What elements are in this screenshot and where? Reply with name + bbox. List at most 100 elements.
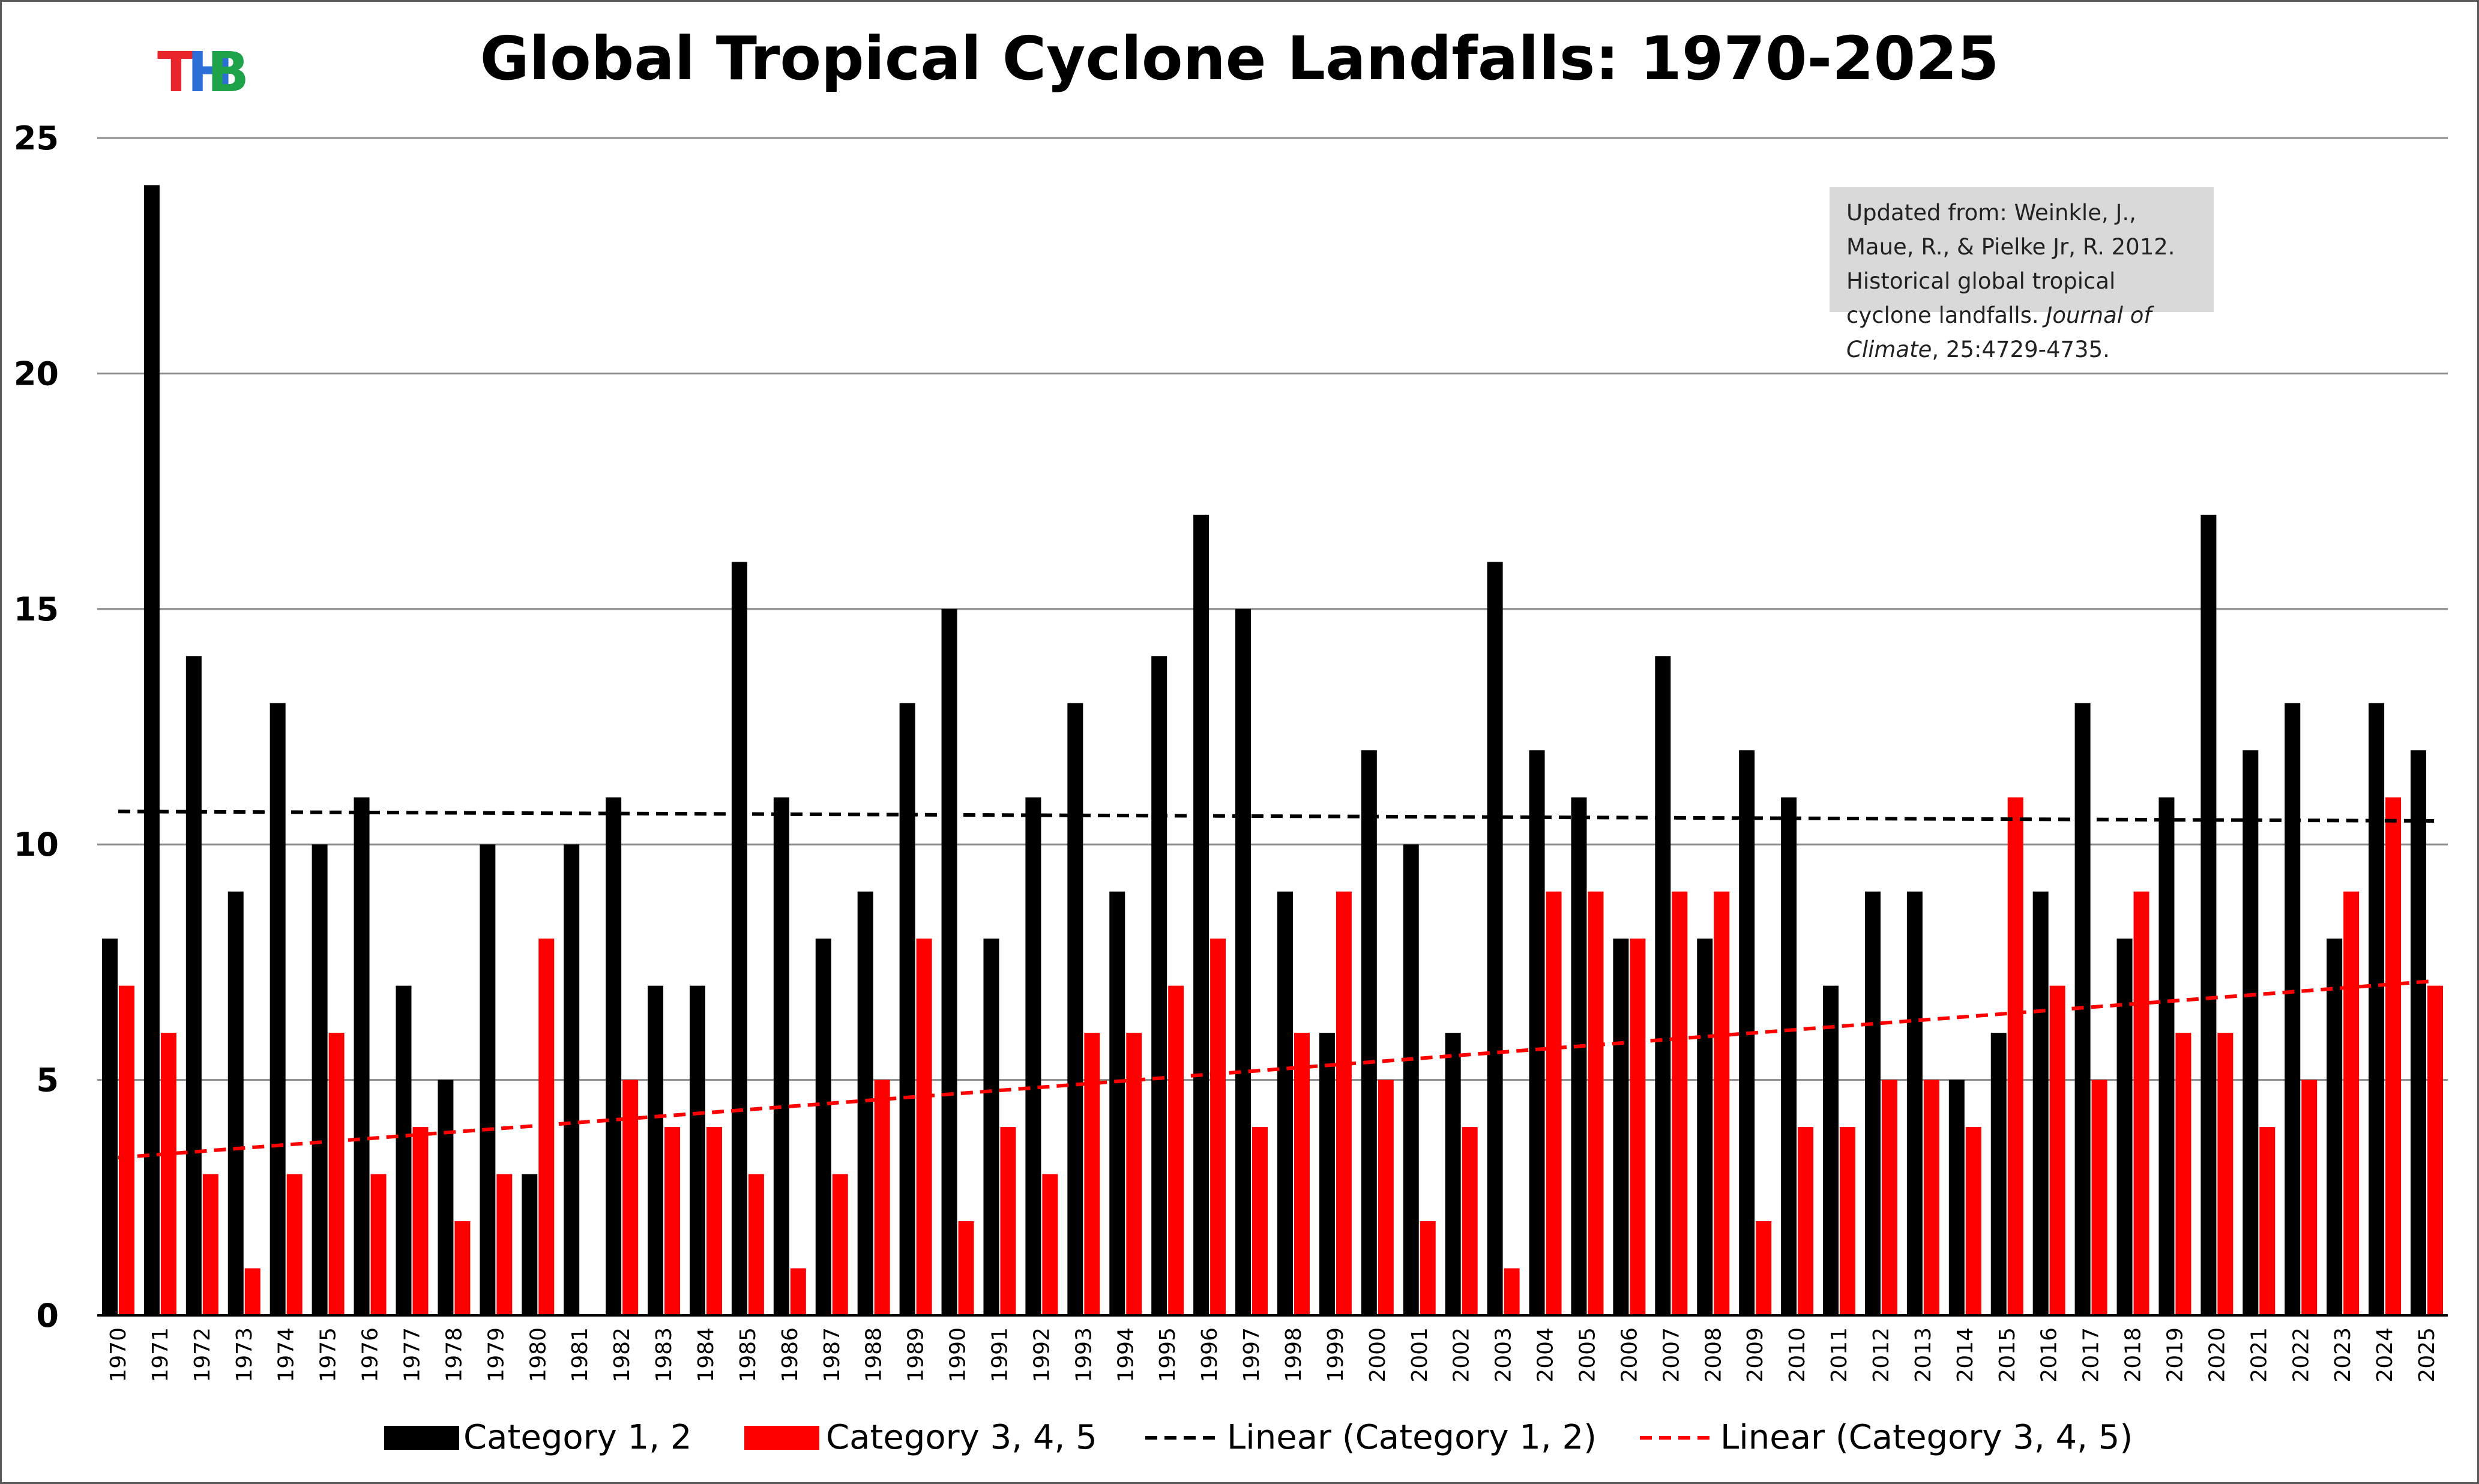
legend-swatch-category-3-4-5 [744,1426,819,1450]
bar-category-1-2 [270,703,286,1315]
x-tick-label: 1996 [1197,1327,1222,1383]
bar-category-1-2 [480,844,496,1315]
bar-category-1-2 [143,185,160,1316]
x-tick-label: 1981 [568,1327,592,1383]
bar-category-3-4-5 [2217,1033,2234,1315]
x-tick-label: 2000 [1366,1327,1390,1383]
legend-label-category-1-2: Category 1, 2 [463,1418,691,1457]
bar-category-1-2 [648,985,664,1315]
citation-journal: Journal of Climate [1846,302,2152,362]
x-tick-label: 1997 [1240,1327,1264,1383]
x-tick-label: 2016 [2037,1327,2062,1383]
x-tick-label: 2011 [1827,1327,1852,1383]
x-tick-label: 2023 [2331,1327,2355,1383]
x-tick-label: 2025 [2415,1327,2439,1383]
bar-category-1-2 [2243,750,2259,1315]
x-tick-label: 2006 [1617,1327,1642,1383]
bar-category-3-4-5 [454,1221,471,1315]
x-tick-label: 1973 [232,1327,257,1383]
bar-category-1-2 [773,797,789,1315]
bar-category-3-4-5 [1084,1033,1100,1315]
bar-category-1-2 [1403,844,1419,1315]
bar-category-3-4-5 [2301,1080,2318,1315]
logo-letter-b: B [207,40,249,104]
bar-category-1-2 [1319,1033,1335,1315]
bar-category-1-2 [983,939,999,1315]
bar-category-3-4-5 [1546,891,1562,1315]
y-tick-label: 5 [36,1062,59,1099]
x-tick-label: 1992 [1029,1327,1054,1383]
bar-category-1-2 [1990,1033,2007,1315]
bar-category-1-2 [1277,891,1293,1315]
x-tick-label: 2014 [1953,1327,1978,1383]
bar-category-1-2 [564,844,580,1315]
legend: Category 1, 2 Category 3, 4, 5 Linear (C… [384,1418,2133,1457]
x-tick-label: 2007 [1659,1327,1684,1383]
bar-category-3-4-5 [1294,1033,1310,1315]
bar-category-1-2 [857,891,873,1315]
bar-category-1-2 [1025,797,1041,1315]
bar-category-1-2 [522,1174,538,1315]
trendline [118,979,2435,1160]
x-tick-label: 1988 [862,1327,887,1383]
legend-label-category-3-4-5: Category 3, 4, 5 [826,1418,1097,1457]
bar-category-1-2 [312,844,328,1315]
bar-category-1-2 [1487,562,1503,1315]
bar-category-3-4-5 [1840,1127,1856,1315]
x-tick-label: 2018 [2121,1327,2146,1383]
x-tick-label: 2019 [2163,1327,2187,1383]
x-tick-label: 1975 [316,1327,341,1383]
bar-category-1-2 [1571,797,1587,1315]
x-tick-label: 1983 [652,1327,676,1383]
bar-category-3-4-5 [2343,891,2360,1315]
citation-note: Updated from: Weinkle, J., Maue, R., & P… [1830,187,2214,362]
bar-category-1-2 [2285,703,2301,1315]
x-tick-label: 2024 [2373,1327,2397,1383]
bar-category-3-4-5 [958,1221,974,1315]
x-tick-label: 1999 [1324,1327,1348,1383]
chart-title: Global Tropical Cyclone Landfalls: 1970-… [480,23,1999,94]
bar-category-3-4-5 [1126,1033,1142,1315]
x-tick-label: 1993 [1071,1327,1096,1383]
logo-letter-t: T [157,40,195,104]
bar-category-3-4-5 [202,1174,218,1315]
bar-category-1-2 [1823,985,1839,1315]
bar-category-3-4-5 [328,1033,345,1315]
bar-category-1-2 [1151,656,1167,1315]
bar-category-1-2 [1864,891,1881,1315]
y-tick-label: 0 [36,1297,59,1335]
legend-label-linear-category-3-4-5: Linear (Category 3, 4, 5) [1720,1418,2133,1457]
x-tick-label: 2005 [1575,1327,1600,1383]
bar-category-3-4-5 [244,1268,261,1315]
bar-category-3-4-5 [748,1174,764,1315]
citation-prefix: Updated from: Weinkle, J., Maue, R., & P… [1846,200,2175,328]
bar-category-3-4-5 [1504,1268,1520,1315]
bar-category-1-2 [396,985,412,1315]
bar-category-3-4-5 [874,1080,890,1315]
x-axis-ticks: 1970 1971 1972 1973 1974 1975 1976 1977 1978 1979… [106,1327,2439,1383]
x-tick-label: 1987 [820,1327,845,1383]
bar-category-1-2 [731,562,747,1315]
bar-category-3-4-5 [1923,1080,1939,1315]
x-tick-label: 2020 [2205,1327,2229,1383]
bar-category-3-4-5 [1630,939,1646,1315]
x-tick-label: 1994 [1113,1327,1138,1383]
bar-category-3-4-5 [1210,939,1226,1315]
bar-category-3-4-5 [2049,985,2065,1315]
bar-category-1-2 [815,939,831,1315]
y-tick-label: 25 [14,119,59,157]
x-tick-label: 1995 [1155,1327,1180,1383]
thb-logo: T H B [157,40,249,104]
bar-category-3-4-5 [706,1127,722,1315]
bar-category-1-2 [899,703,915,1315]
x-tick-label: 1978 [442,1327,466,1383]
y-tick-label: 10 [14,826,59,864]
bar-category-3-4-5 [286,1174,303,1315]
bar-category-3-4-5 [1168,985,1184,1315]
bar-category-3-4-5 [916,939,932,1315]
bar-category-3-4-5 [1042,1174,1058,1315]
x-tick-label: 2013 [1911,1327,1936,1383]
y-axis-ticks: 0 5 10 15 20 25 [14,119,59,1335]
x-tick-label: 1971 [148,1327,173,1383]
